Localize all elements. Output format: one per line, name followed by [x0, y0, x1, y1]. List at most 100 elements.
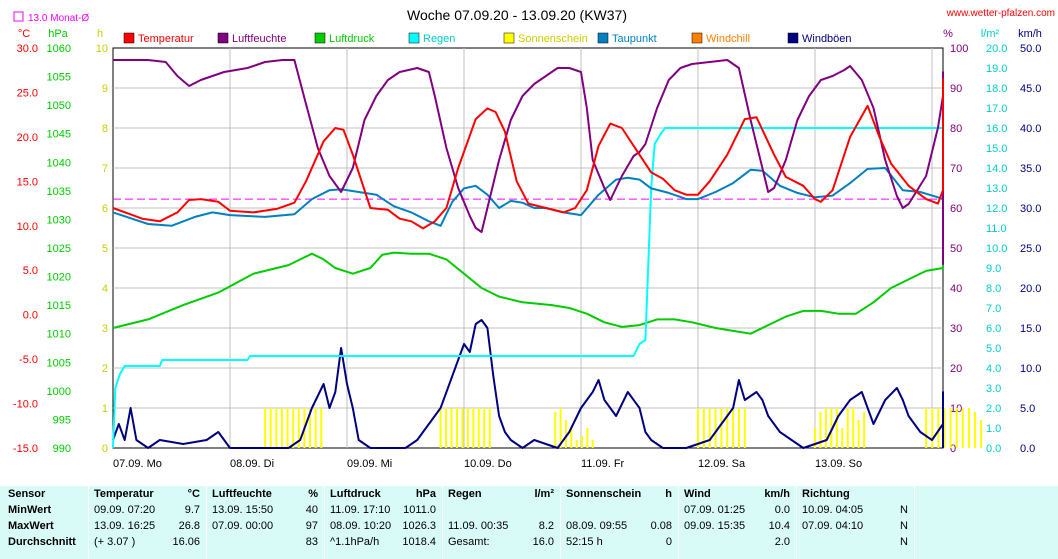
wind-tick: 10.0 [1020, 363, 1041, 375]
stats-richtung-max-time: 07.09. 04:10 [802, 520, 864, 532]
monat-marker-icon [13, 11, 24, 22]
sunshine-bar [309, 408, 312, 448]
sunshine-bar [280, 408, 283, 448]
pressure-tick: 1010 [47, 329, 71, 341]
sunshine-bar [937, 408, 940, 448]
sunshine-bar [943, 408, 946, 448]
rain-tick: 19.0 [986, 63, 1007, 75]
stats-maxwert-label: MaxWert [8, 520, 54, 532]
stats-luftdruck-max-value: 1026.3 [402, 520, 436, 532]
sunshine-tick: 2 [102, 363, 108, 375]
rain-tick: 6.0 [986, 323, 1001, 335]
rain-tick: 13.0 [986, 183, 1007, 195]
sunshine-bar [961, 408, 964, 448]
humidity-tick: 30 [950, 323, 962, 335]
rain-tick: 16.0 [986, 123, 1007, 135]
sunshine-bar [925, 408, 928, 448]
wind-tick: 50.0 [1020, 43, 1041, 55]
weather-chart: Woche 07.09.20 - 13.09.20 (KW37) www.wet… [12, 7, 1055, 470]
stats-divider [914, 486, 915, 559]
stats-richtung-col: Richtung 10.09. 04:05 N 07.09. 04:10 N N [802, 486, 908, 559]
stats-wind-col: Wind km/h 07.09. 01:25 0.0 09.09. 15:35 10.… [684, 486, 790, 559]
pressure-unit-label: hPa [48, 28, 68, 40]
legend-label: Taupunkt [612, 33, 657, 45]
stats-sonnenschein-unit: h [665, 488, 672, 500]
sunshine-bar [488, 408, 491, 448]
sunshine-bar [554, 412, 557, 448]
stats-luftdruck-max-time: 08.09. 10:20 [330, 520, 392, 532]
wind-tick: 20.0 [1020, 283, 1041, 295]
stats-luftdruck-min-time: 11.09. 17:10 [330, 504, 391, 516]
sunshine-bar [297, 408, 300, 448]
stats-regen-max-value: 8.2 [538, 520, 554, 532]
rain-tick: 4.0 [986, 363, 1001, 375]
pressure-tick: 1055 [47, 72, 71, 84]
legend-swatch [408, 32, 420, 44]
stats-sonnenschein-max-time: 08.09. 09:55 [566, 520, 628, 532]
stats-luftfeuchte-max-value: 97 [305, 520, 318, 532]
sunshine-bar [732, 408, 735, 448]
stats-sonnenschein-total-label: 52:15 h [566, 536, 603, 548]
temperature-tick: 30.0 [17, 43, 38, 55]
sunshine-bar [857, 420, 860, 448]
sunshine-bar [559, 408, 562, 448]
stats-panel: Sensor MinWert MaxWert Durchschnitt Temp… [0, 486, 1058, 559]
stats-sonnenschein-header: Sonnenschein [566, 488, 642, 500]
sunshine-tick: 0 [102, 443, 108, 455]
sunshine-bar [445, 408, 448, 448]
legend-label: Luftdruck [329, 33, 375, 45]
rain-tick: 7.0 [986, 303, 1001, 315]
sunshine-tick: 1 [102, 403, 108, 415]
sunshine-tick: 4 [102, 283, 108, 295]
pressure-tick: 1015 [47, 300, 71, 312]
stats-regen-total-label: Gesamt: [448, 536, 490, 548]
stats-sonnenschein-total-value: 0 [665, 536, 672, 548]
series-regen [112, 127, 943, 449]
series-taupunkt [112, 167, 944, 227]
sunshine-bar [275, 408, 278, 448]
rain-tick: 3.0 [986, 383, 1001, 395]
stats-wind-avg-value: 2.0 [774, 536, 790, 548]
sunshine-bar [743, 408, 746, 448]
x-tick-label: 12.09. Sa [698, 458, 746, 470]
rain-tick: 5.0 [986, 343, 1001, 355]
stats-divider [796, 486, 797, 559]
stats-temperatur-header: Temperatur [94, 488, 154, 500]
rain-tick: 1.0 [986, 423, 1001, 435]
stats-sensor-col: Sensor MinWert MaxWert Durchschnitt [8, 486, 88, 559]
rain-tick: 9.0 [986, 263, 1001, 275]
sunshine-bar [286, 408, 289, 448]
stats-wind-unit: km/h [764, 488, 790, 500]
humidity-tick: 60 [950, 203, 962, 215]
wind-tick: 40.0 [1020, 123, 1041, 135]
wind-tick: 35.0 [1020, 163, 1041, 175]
stats-divider [560, 486, 561, 559]
legend-swatch [787, 32, 799, 44]
monat-label: 13.0 Monat-Ø [28, 13, 89, 24]
legend-label: Temperatur [138, 33, 194, 45]
sunshine-bar [819, 412, 822, 448]
rain-tick: 8.0 [986, 283, 1001, 295]
sunshine-bar [461, 408, 464, 448]
sunshine-bar [591, 440, 594, 448]
wind-tick: 30.0 [1020, 203, 1041, 215]
sunshine-bar [702, 408, 705, 448]
sunshine-bar [931, 408, 934, 448]
temperature-tick: 10.0 [17, 221, 38, 233]
sunshine-bar [814, 428, 816, 448]
wind-tick: 5.0 [1020, 403, 1035, 415]
rain-unit-label: l/m² [981, 28, 1000, 40]
humidity-tick: 20 [950, 363, 962, 375]
rain-tick: 17.0 [986, 103, 1007, 115]
stats-luftfeuchte-min-value: 40 [305, 504, 318, 516]
humidity-tick: 40 [950, 283, 962, 295]
legend-label: Luftfeuchte [232, 33, 286, 45]
sunshine-bar [472, 408, 475, 448]
sunshine-bar [714, 408, 717, 448]
stats-richtung-avg-value: N [900, 536, 908, 548]
wind-tick: 0.0 [1020, 443, 1035, 455]
site-link[interactable]: www.wetter-pfalzen.com [946, 8, 1055, 19]
humidity-tick: 50 [950, 243, 962, 255]
stats-divider [88, 486, 89, 559]
sunshine-tick: 3 [102, 323, 108, 335]
